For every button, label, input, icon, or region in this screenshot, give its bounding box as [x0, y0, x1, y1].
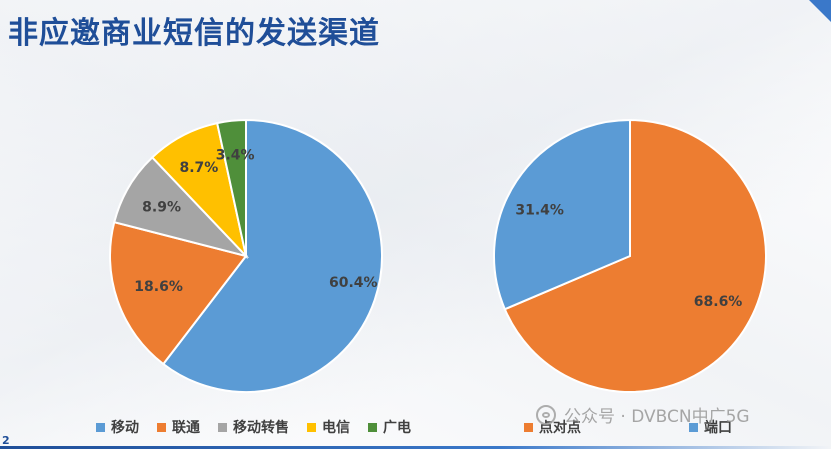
legend-swatch	[96, 422, 105, 432]
pie-slice-unicom	[109, 220, 248, 366]
corner-accent	[809, 0, 831, 22]
legend-swatch	[368, 422, 377, 432]
pie-slice-port	[493, 118, 631, 311]
wechat-icon	[536, 404, 556, 425]
legend-item-unicom: 联通	[157, 417, 200, 437]
channel-pie-chart: 60.4% 18.6% 8.9% 8.7%3.4%	[109, 118, 383, 393]
data-label-telecom: 8.7%	[179, 160, 218, 176]
legend-label: 移动转售	[233, 420, 289, 436]
data-label-point-to-point: 68.6%	[694, 294, 743, 310]
legend-swatch	[307, 422, 316, 432]
legend-item-mvno: 移动转售	[218, 417, 289, 437]
data-label-mvno: 8.9%	[142, 199, 181, 215]
legend-item-broadcast: 广电	[368, 417, 411, 437]
page-number: 2	[2, 434, 10, 447]
pie-slice-mobile	[161, 118, 383, 393]
legend-swatch	[524, 422, 533, 432]
legend-swatch	[218, 422, 227, 432]
legend-label: 电信	[322, 420, 350, 436]
method-pie-chart: 68.6% 31.4%	[493, 118, 767, 393]
data-label-unicom: 18.6%	[134, 279, 183, 295]
legend-label: 端口	[704, 420, 732, 436]
pie-slice-point-to-point	[503, 118, 767, 393]
legend-item-telecom: 电信	[307, 417, 350, 437]
legend-label: 联通	[172, 420, 200, 436]
watermark: 公众号 · DVBCN中广5G	[536, 402, 750, 427]
data-label-port: 31.4%	[515, 202, 564, 218]
legend-label: 广电	[383, 420, 411, 436]
page-title: 非应邀商业短信的发送渠道	[8, 16, 380, 51]
data-label-mobile: 60.4%	[329, 275, 378, 291]
legend-item-mobile: 移动	[96, 417, 139, 437]
legend-item-port: 端口	[689, 417, 732, 437]
data-label-broadcast: 3.4%	[216, 148, 255, 164]
pie-slice-broadcast	[215, 118, 247, 257]
legend-label: 移动	[111, 420, 139, 436]
channel-legend: 移动 联通 移动转售 电信 广电	[96, 417, 411, 437]
legend-swatch	[689, 422, 698, 432]
bottom-bar	[0, 446, 831, 449]
watermark-text: 公众号 · DVBCN中广5G	[564, 407, 750, 427]
legend-swatch	[157, 422, 166, 432]
